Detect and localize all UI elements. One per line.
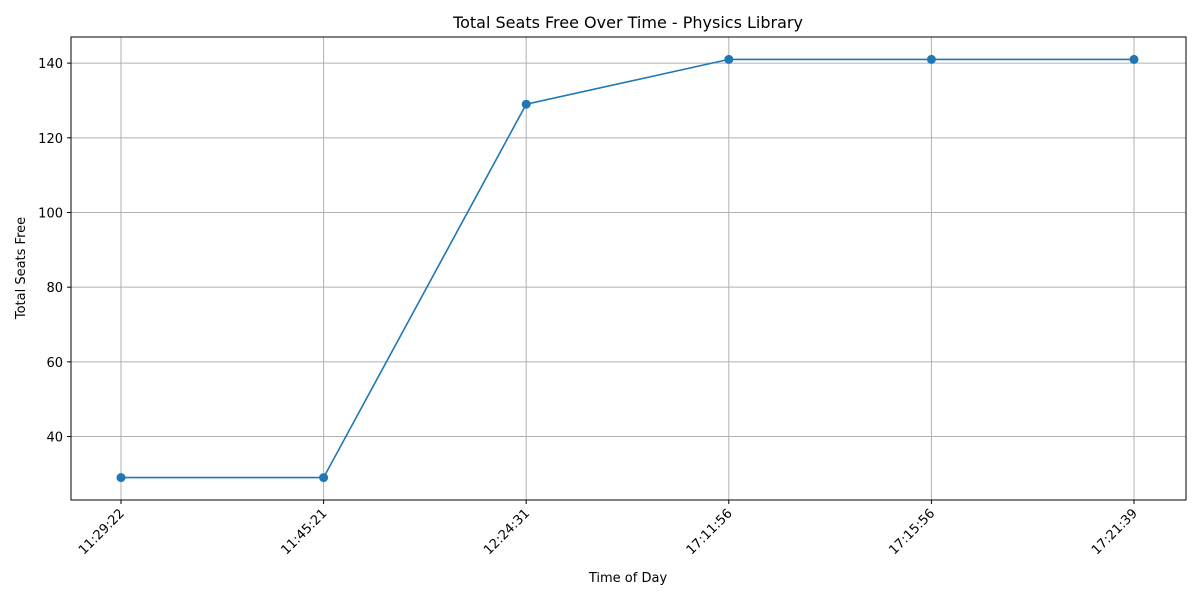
data-point <box>319 473 329 483</box>
data-point <box>926 54 936 64</box>
series-line <box>121 58 1134 479</box>
plot-area-frame <box>70 36 1187 501</box>
y-tick-label: 80 <box>46 281 63 296</box>
y-axis-label: Total Seats Free <box>14 217 29 320</box>
y-tick-label: 120 <box>38 132 63 147</box>
y-tick-label: 100 <box>38 206 63 221</box>
series-layer <box>116 54 1139 483</box>
data-point <box>521 99 531 109</box>
grid-layer <box>71 37 1186 500</box>
chart-title: Total Seats Free Over Time - Physics Lib… <box>452 13 803 32</box>
y-axis: 40 60 80 100 120 140 <box>38 57 71 446</box>
y-tick-label: 140 <box>38 57 63 72</box>
y-tick-label: 60 <box>46 356 63 371</box>
y-tick-label: 40 <box>46 431 63 446</box>
data-point <box>116 473 126 483</box>
data-point <box>1129 54 1139 64</box>
data-point <box>724 54 734 64</box>
x-axis-label: Time of Day <box>588 571 668 586</box>
